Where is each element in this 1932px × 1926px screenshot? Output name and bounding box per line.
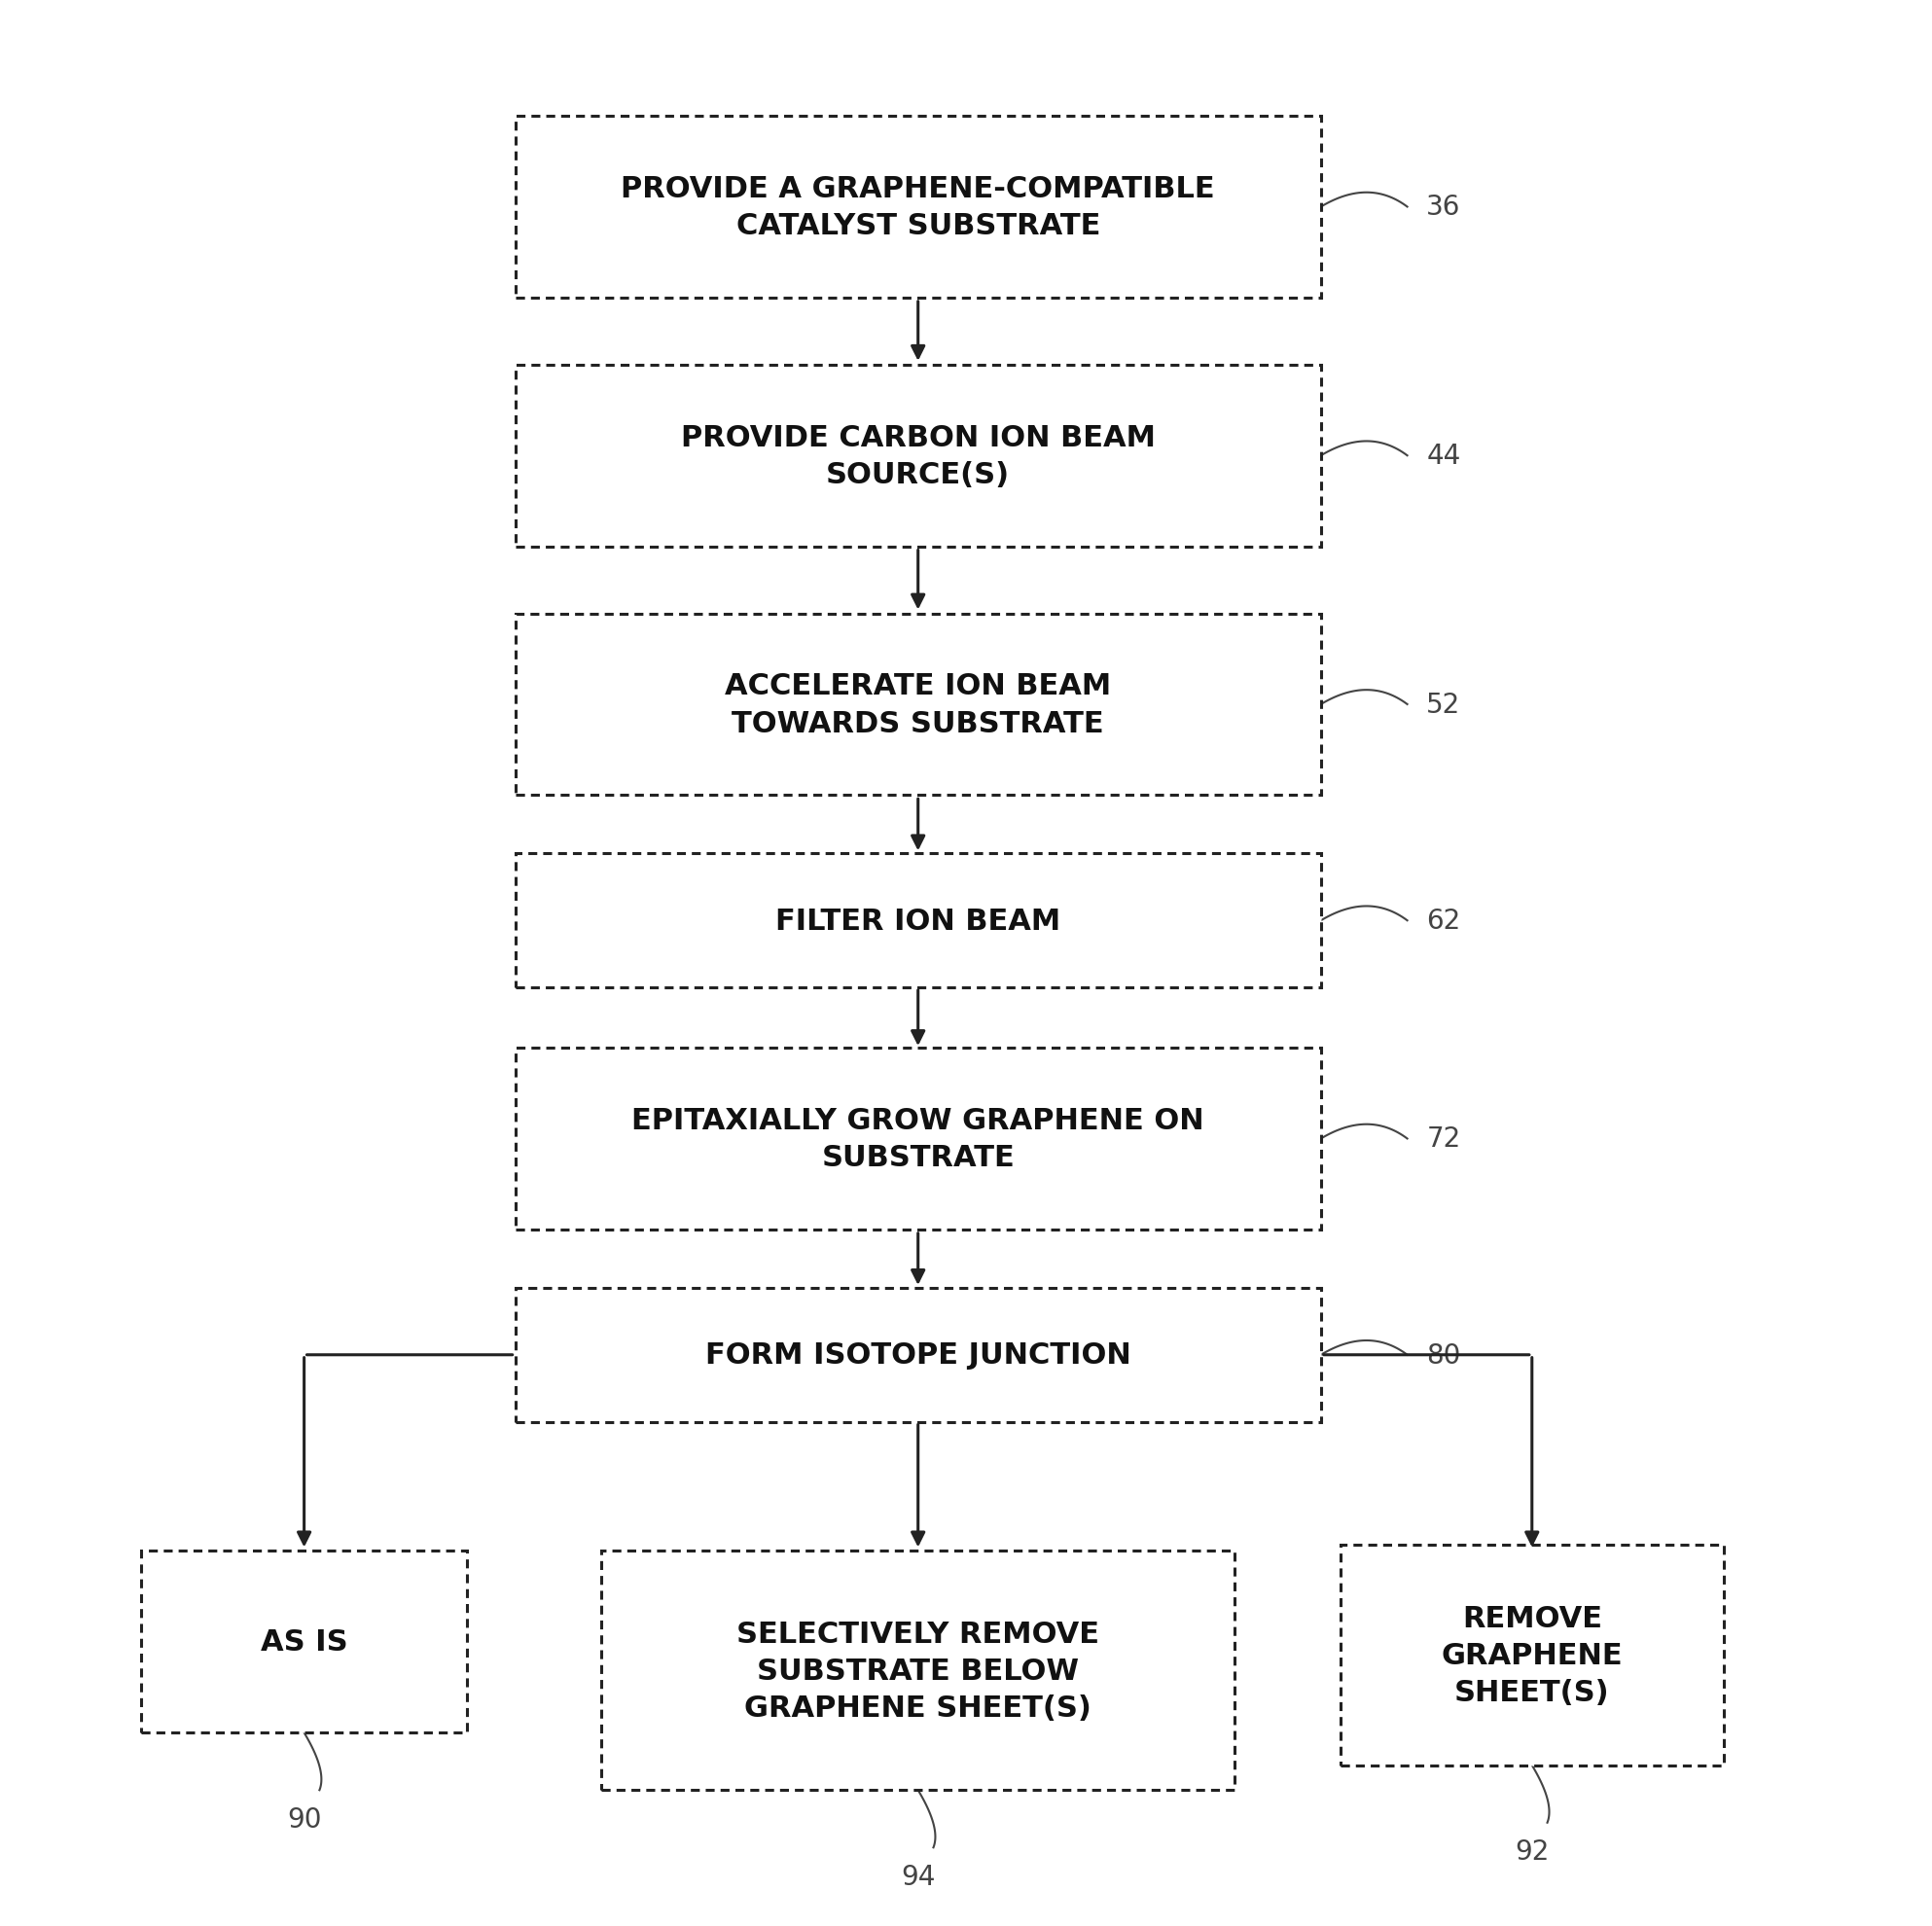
Bar — [516, 853, 1321, 988]
Text: PROVIDE CARBON ION BEAM
SOURCE(S): PROVIDE CARBON ION BEAM SOURCE(S) — [680, 424, 1155, 489]
Text: ACCELERATE ION BEAM
TOWARDS SUBSTRATE: ACCELERATE ION BEAM TOWARDS SUBSTRATE — [724, 672, 1111, 738]
Bar — [516, 1288, 1321, 1421]
Text: 62: 62 — [1426, 907, 1461, 934]
Text: 36: 36 — [1426, 195, 1461, 221]
Bar — [516, 117, 1321, 299]
Text: 72: 72 — [1426, 1125, 1461, 1152]
Text: AS IS: AS IS — [261, 1627, 348, 1656]
Bar — [516, 1048, 1321, 1231]
Text: EPITAXIALLY GROW GRAPHENE ON
SUBSTRATE: EPITAXIALLY GROW GRAPHENE ON SUBSTRATE — [632, 1106, 1204, 1171]
Text: 94: 94 — [900, 1862, 935, 1889]
Text: 80: 80 — [1426, 1340, 1461, 1369]
Text: REMOVE
GRAPHENE
SHEET(S): REMOVE GRAPHENE SHEET(S) — [1441, 1604, 1623, 1706]
Text: FILTER ION BEAM: FILTER ION BEAM — [775, 907, 1061, 934]
Bar — [1341, 1545, 1723, 1766]
Text: PROVIDE A GRAPHENE-COMPATIBLE
CATALYST SUBSTRATE: PROVIDE A GRAPHENE-COMPATIBLE CATALYST S… — [620, 175, 1215, 241]
Bar — [601, 1550, 1235, 1789]
Text: 90: 90 — [286, 1805, 321, 1832]
Text: 44: 44 — [1426, 443, 1461, 470]
Bar — [516, 614, 1321, 795]
Text: 92: 92 — [1515, 1837, 1549, 1864]
Text: SELECTIVELY REMOVE
SUBSTRATE BELOW
GRAPHENE SHEET(S): SELECTIVELY REMOVE SUBSTRATE BELOW GRAPH… — [736, 1620, 1099, 1722]
Text: FORM ISOTOPE JUNCTION: FORM ISOTOPE JUNCTION — [705, 1340, 1130, 1369]
Bar — [141, 1550, 468, 1733]
Bar — [516, 366, 1321, 547]
Text: 52: 52 — [1426, 691, 1461, 718]
